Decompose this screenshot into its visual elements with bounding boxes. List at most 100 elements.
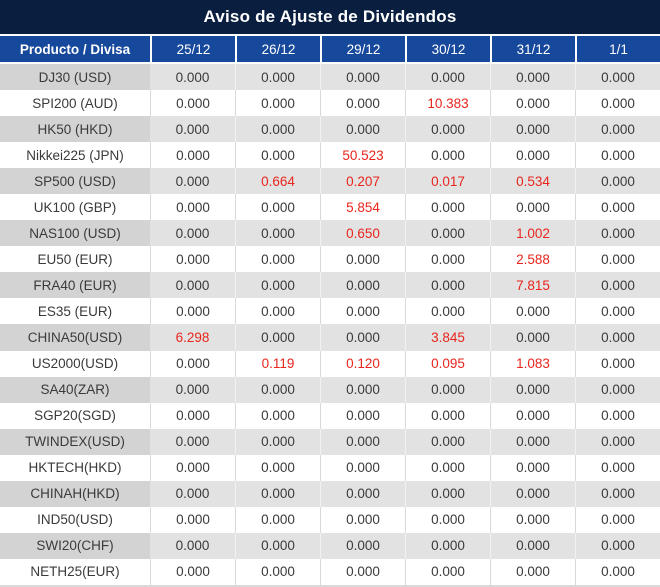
product-cell: HK50 (HKD) bbox=[0, 116, 150, 143]
table-row: US2000(USD) 0.000 0.119 0.120 0.095 1.083 0.00… bbox=[0, 350, 660, 377]
value-cell: 0.000 bbox=[235, 272, 320, 299]
value-cell: 0.000 bbox=[490, 480, 575, 507]
product-cell: SA40(ZAR) bbox=[0, 376, 150, 403]
value-cell: 0.000 bbox=[150, 194, 235, 221]
value-cell: 0.000 bbox=[235, 376, 320, 403]
value-cell: 0.000 bbox=[235, 64, 320, 91]
value-cell: 0.000 bbox=[150, 116, 235, 143]
product-cell: SPI200 (AUD) bbox=[32, 95, 118, 111]
value-cell: 0.000 bbox=[405, 272, 490, 299]
value-cell: 0.000 bbox=[405, 454, 490, 481]
date-column-header: 30/12 bbox=[405, 36, 490, 62]
value-cell: 0.000 bbox=[405, 558, 490, 585]
product-cell: HKTECH(HKD) bbox=[28, 460, 122, 476]
value-cell: 0.000 bbox=[150, 64, 235, 91]
value-cell: 0.000 bbox=[575, 532, 660, 559]
value-cell: 0.000 bbox=[490, 532, 575, 559]
value-cell: 0.650 bbox=[320, 220, 405, 247]
value-cell: 0.000 bbox=[490, 506, 575, 533]
value-cell: 0.000 bbox=[150, 90, 235, 117]
product-cell: ES35 (EUR) bbox=[37, 303, 113, 319]
value-cell: 3.845 bbox=[405, 324, 490, 351]
value-cell: 0.000 bbox=[235, 506, 320, 533]
value-cell: 0.000 bbox=[405, 376, 490, 403]
value-cell: 0.000 bbox=[235, 454, 320, 481]
table-row: IND50(USD) 0.000 0.000 0.000 0.000 0.000 0.000 bbox=[0, 506, 660, 533]
value-cell: 0.000 bbox=[405, 428, 490, 455]
product-cell: EU50 (EUR) bbox=[37, 251, 113, 267]
value-cell: 0.000 bbox=[405, 506, 490, 533]
value-cell: 6.298 bbox=[150, 324, 235, 351]
value-cell: 0.000 bbox=[575, 506, 660, 533]
value-cell: 0.000 bbox=[490, 428, 575, 455]
value-cell: 0.000 bbox=[575, 194, 660, 221]
table-row: CHINA50(USD) 6.298 0.000 0.000 3.845 0.000 0.0… bbox=[0, 324, 660, 351]
value-cell: 0.000 bbox=[490, 194, 575, 221]
value-cell: 0.207 bbox=[320, 168, 405, 195]
value-cell: 10.383 bbox=[405, 90, 490, 117]
table-row: EU50 (EUR) 0.000 0.000 0.000 0.000 2.588 0.000 bbox=[0, 246, 660, 273]
value-cell: 0.000 bbox=[150, 298, 235, 325]
value-cell: 0.000 bbox=[575, 142, 660, 169]
value-cell: 0.000 bbox=[150, 480, 235, 507]
value-cell: 0.000 bbox=[150, 428, 235, 455]
table-row: FRA40 (EUR) 0.000 0.000 0.000 0.000 7.815 0.00… bbox=[0, 272, 660, 299]
value-cell: 0.000 bbox=[150, 558, 235, 585]
date-column-header: 25/12 bbox=[150, 36, 235, 62]
value-cell: 0.119 bbox=[235, 350, 320, 377]
value-cell: 0.000 bbox=[575, 90, 660, 117]
table-body: DJ30 (USD) 0.000 0.000 0.000 0.000 0.000 0.000… bbox=[0, 64, 660, 587]
date-column-header: 29/12 bbox=[320, 36, 405, 62]
product-cell: SGP20(SGD) bbox=[34, 408, 116, 424]
value-cell: 50.523 bbox=[320, 142, 405, 169]
value-cell: 0.000 bbox=[575, 558, 660, 585]
value-cell: 0.000 bbox=[150, 376, 235, 403]
product-cell: FRA40 (EUR) bbox=[0, 272, 150, 299]
product-cell: TWINDEX(USD) bbox=[0, 428, 150, 455]
value-cell: 0.000 bbox=[575, 298, 660, 325]
product-cell: US2000(USD) bbox=[31, 356, 119, 372]
value-cell: 0.534 bbox=[490, 168, 575, 195]
value-cell: 0.000 bbox=[490, 90, 575, 117]
value-cell: 0.000 bbox=[490, 454, 575, 481]
table-row: SP500 (USD) 0.000 0.664 0.207 0.017 0.534 0.00… bbox=[0, 168, 660, 195]
value-cell: 2.588 bbox=[490, 246, 575, 273]
value-cell: 0.000 bbox=[575, 168, 660, 195]
value-cell: 0.000 bbox=[405, 220, 490, 247]
page-title: Aviso de Ajuste de Dividendos bbox=[0, 0, 660, 36]
product-cell: CHINAH(HKD) bbox=[0, 480, 150, 507]
value-cell: 0.000 bbox=[235, 324, 320, 351]
value-cell: 0.017 bbox=[405, 168, 490, 195]
value-cell: 0.000 bbox=[235, 194, 320, 221]
value-cell: 0.000 bbox=[320, 428, 405, 455]
value-cell: 0.000 bbox=[575, 376, 660, 403]
value-cell: 0.000 bbox=[490, 324, 575, 351]
value-cell: 0.000 bbox=[150, 532, 235, 559]
value-cell: 0.000 bbox=[150, 350, 235, 377]
value-cell: 0.000 bbox=[235, 402, 320, 429]
value-cell: 0.000 bbox=[490, 558, 575, 585]
value-cell: 0.000 bbox=[490, 116, 575, 143]
value-cell: 0.120 bbox=[320, 350, 405, 377]
value-cell: 0.000 bbox=[320, 506, 405, 533]
value-cell: 0.000 bbox=[405, 194, 490, 221]
value-cell: 0.095 bbox=[405, 350, 490, 377]
value-cell: 0.000 bbox=[150, 142, 235, 169]
value-cell: 0.000 bbox=[490, 64, 575, 91]
table-row: NETH25(EUR) 0.000 0.000 0.000 0.000 0.000 0.00… bbox=[0, 558, 660, 585]
value-cell: 0.000 bbox=[235, 532, 320, 559]
value-cell: 0.000 bbox=[490, 298, 575, 325]
value-cell: 1.083 bbox=[490, 350, 575, 377]
value-cell: 0.000 bbox=[575, 402, 660, 429]
value-cell: 0.000 bbox=[320, 246, 405, 273]
table-row: ES35 (EUR) 0.000 0.000 0.000 0.000 0.000 0.000 bbox=[0, 298, 660, 325]
table-row: DJ30 (USD) 0.000 0.000 0.000 0.000 0.000 0.000 bbox=[0, 64, 660, 91]
table-row: Nikkei225 (JPN) 0.000 0.000 50.523 0.000 0.00… bbox=[0, 142, 660, 169]
value-cell: 1.002 bbox=[490, 220, 575, 247]
table-row: CHINAH(HKD) 0.000 0.000 0.000 0.000 0.000 0.00… bbox=[0, 480, 660, 507]
value-cell: 0.000 bbox=[320, 532, 405, 559]
value-cell: 0.000 bbox=[405, 116, 490, 143]
value-cell: 0.000 bbox=[235, 90, 320, 117]
value-cell: 0.000 bbox=[490, 402, 575, 429]
value-cell: 0.000 bbox=[150, 246, 235, 273]
